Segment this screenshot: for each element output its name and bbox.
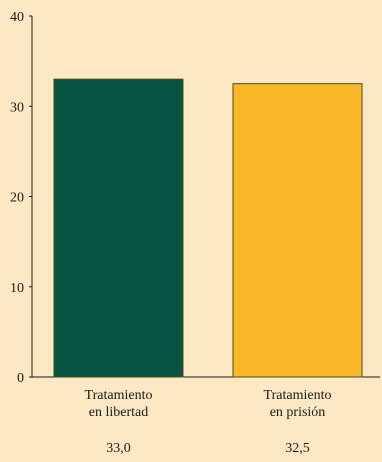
value-label: 32,5 bbox=[285, 441, 310, 456]
value-labels: 33,0 32,5 bbox=[106, 441, 310, 456]
y-tick-label: 0 bbox=[17, 371, 24, 386]
y-tick-label: 40 bbox=[10, 10, 24, 25]
bar bbox=[232, 83, 363, 378]
x-category-label: Tratamiento bbox=[264, 388, 332, 403]
y-tick-label: 30 bbox=[10, 100, 24, 115]
x-category-label: en libertad bbox=[89, 405, 148, 420]
y-tick-label: 10 bbox=[10, 281, 24, 296]
x-axis-labels: Tratamiento en libertad Tratamiento en pris… bbox=[85, 388, 332, 420]
value-label: 33,0 bbox=[106, 441, 131, 456]
x-category-label: en prisión bbox=[270, 405, 326, 420]
x-category-label: Tratamiento bbox=[85, 388, 153, 403]
bar bbox=[53, 78, 184, 378]
y-tick-label: 20 bbox=[10, 191, 24, 206]
bars bbox=[53, 78, 363, 378]
